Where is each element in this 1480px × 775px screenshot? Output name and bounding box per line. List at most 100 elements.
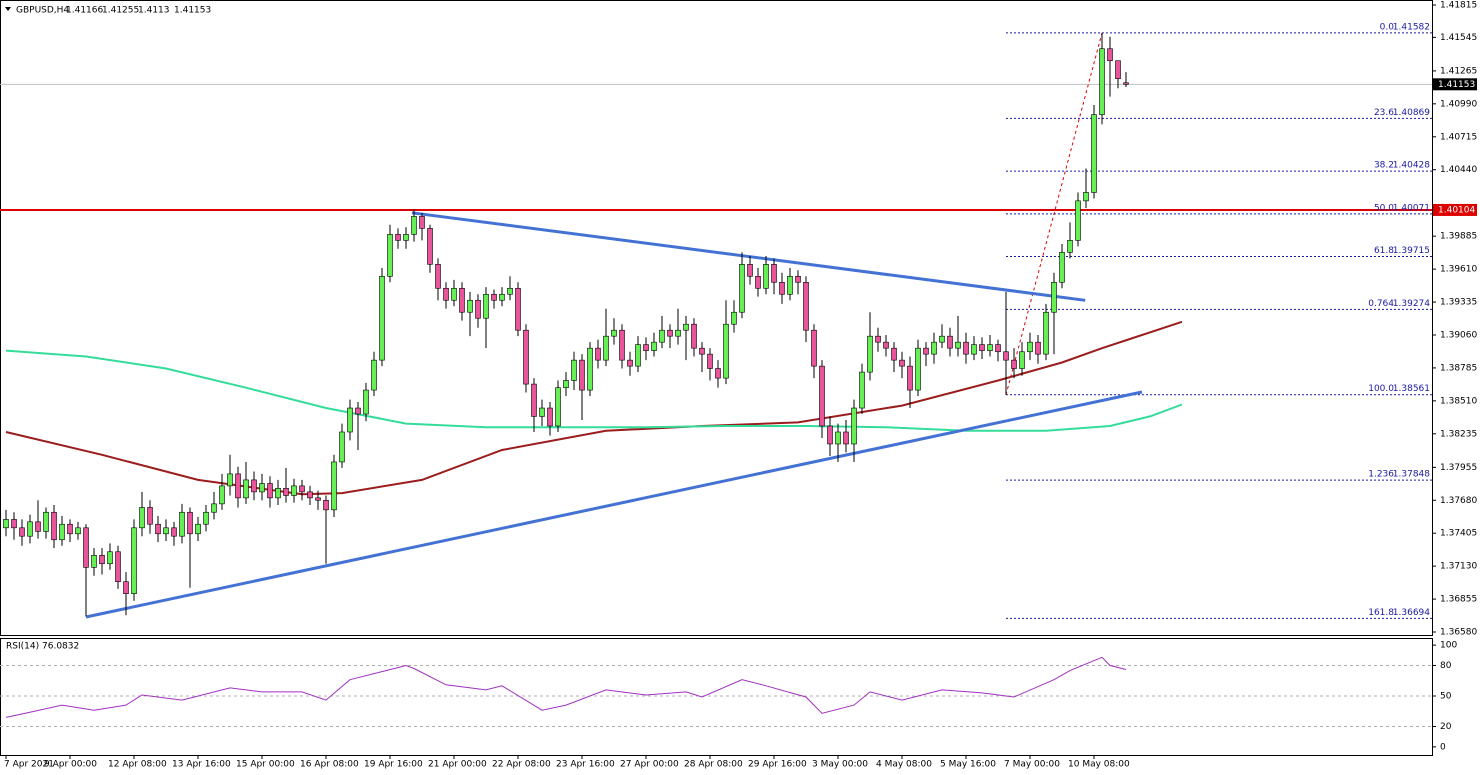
candle-body bbox=[827, 425, 833, 445]
header-low: 1.4113 bbox=[138, 6, 170, 16]
candle-body bbox=[195, 523, 201, 535]
rsi-value: 76.0832 bbox=[42, 642, 79, 652]
candle-body bbox=[91, 555, 97, 568]
fib-level: 50.0 bbox=[1374, 203, 1394, 213]
x-tick-label: 27 Apr 00:00 bbox=[620, 760, 679, 770]
candle-body bbox=[1123, 82, 1129, 85]
level-label: 1.40104 bbox=[1438, 205, 1475, 215]
fib-price: 1.36694 bbox=[1393, 608, 1430, 618]
candle-body bbox=[715, 368, 721, 379]
header-open: 1.41166 bbox=[66, 6, 103, 16]
candle-body bbox=[147, 507, 153, 525]
candle-body bbox=[411, 216, 417, 235]
candle-body bbox=[291, 485, 297, 496]
candle-body bbox=[123, 581, 129, 594]
candle-body bbox=[459, 287, 465, 313]
candle-body bbox=[83, 527, 89, 568]
candle-body bbox=[1075, 200, 1081, 241]
candle-body bbox=[1107, 48, 1113, 62]
y-tick-label: 1.39060 bbox=[1440, 330, 1477, 340]
candle-body bbox=[963, 341, 969, 355]
candle-body bbox=[275, 487, 281, 499]
candle-body bbox=[947, 335, 953, 349]
candle-body bbox=[499, 293, 505, 301]
fib-level: 100.0 bbox=[1368, 384, 1394, 394]
rsi-line bbox=[5, 656, 1127, 718]
y-tick-label: 1.41265 bbox=[1440, 66, 1477, 76]
x-tick-label: 23 Apr 16:00 bbox=[556, 760, 615, 770]
candle-body bbox=[891, 347, 897, 361]
fib-price: 1.37848 bbox=[1393, 470, 1430, 480]
y-tick-label: 1.37680 bbox=[1440, 496, 1477, 506]
candle-body bbox=[747, 264, 753, 277]
fib-level: 161.8 bbox=[1368, 608, 1394, 618]
candle-body bbox=[427, 228, 433, 265]
candle-body bbox=[771, 264, 777, 283]
x-tick-label: 16 Apr 08:00 bbox=[300, 760, 359, 770]
y-tick-label: 1.37130 bbox=[1440, 562, 1477, 572]
candle-body bbox=[987, 344, 993, 351]
candle-body bbox=[99, 555, 105, 565]
candle-body bbox=[899, 359, 905, 367]
rsi-frame bbox=[0, 638, 1433, 756]
y-tick-label: 1.36855 bbox=[1440, 595, 1477, 605]
candle-body bbox=[59, 523, 65, 541]
candle-body bbox=[859, 371, 865, 409]
y-tick-label: 1.41545 bbox=[1440, 33, 1477, 43]
candle-body bbox=[107, 551, 113, 565]
x-tick-label: 10 May 08:00 bbox=[1068, 760, 1130, 770]
candle-body bbox=[707, 353, 713, 369]
candle-body bbox=[619, 329, 625, 361]
y-tick-label: 1.39885 bbox=[1440, 232, 1477, 242]
candle-body bbox=[1011, 359, 1017, 369]
candle-body bbox=[867, 335, 873, 373]
candle-body bbox=[251, 479, 257, 493]
candle-body bbox=[339, 431, 345, 463]
y-tick-label: 1.39610 bbox=[1440, 265, 1477, 275]
rsi-tick-label: 50 bbox=[1440, 691, 1452, 701]
candle-body bbox=[443, 287, 449, 301]
candle-body bbox=[571, 359, 577, 381]
candle-body bbox=[331, 461, 337, 511]
x-tick-label: 15 Apr 00:00 bbox=[236, 760, 295, 770]
candle-body bbox=[1035, 341, 1041, 355]
candle-body bbox=[843, 431, 849, 445]
candle-body bbox=[131, 527, 137, 594]
trendline bbox=[85, 390, 1143, 619]
x-tick-label: 13 Apr 16:00 bbox=[172, 760, 231, 770]
candle-body bbox=[683, 323, 689, 331]
current-price-label: 1.41153 bbox=[1438, 80, 1475, 90]
candle-body bbox=[139, 507, 145, 529]
header-arrow bbox=[5, 7, 11, 11]
fib-diagonal bbox=[1005, 32, 1103, 395]
x-tick-label: 7 Apr 2021 bbox=[4, 760, 54, 770]
candle-body bbox=[483, 293, 489, 319]
candle-body bbox=[755, 276, 761, 289]
x-tick-label: 21 Apr 00:00 bbox=[428, 760, 487, 770]
fib-level: 0.764 bbox=[1368, 299, 1394, 309]
candle-body bbox=[363, 389, 369, 415]
candle-body bbox=[763, 264, 769, 289]
candle-body bbox=[283, 487, 289, 496]
candle-body bbox=[43, 511, 49, 532]
candle-body bbox=[907, 365, 913, 391]
candle-body bbox=[915, 347, 921, 391]
candle-body bbox=[371, 359, 377, 391]
fib-price: 1.39715 bbox=[1393, 246, 1430, 256]
candle-body bbox=[67, 523, 73, 535]
candle-body bbox=[923, 347, 929, 355]
candle-body bbox=[531, 383, 537, 417]
candle-body bbox=[219, 485, 225, 505]
candle-body bbox=[435, 264, 441, 289]
x-tick-label: 19 Apr 16:00 bbox=[364, 760, 423, 770]
x-tick-label: 3 May 00:00 bbox=[812, 760, 868, 770]
x-tick-label: 7 May 00:00 bbox=[1004, 760, 1060, 770]
candle-body bbox=[1083, 192, 1089, 202]
candle-body bbox=[19, 527, 25, 537]
x-tick-label: 28 Apr 08:00 bbox=[684, 760, 743, 770]
x-tick-label: 12 Apr 08:00 bbox=[108, 760, 167, 770]
candle-body bbox=[491, 293, 497, 301]
level-box bbox=[1433, 203, 1477, 216]
fib-price: 1.38561 bbox=[1393, 384, 1430, 394]
